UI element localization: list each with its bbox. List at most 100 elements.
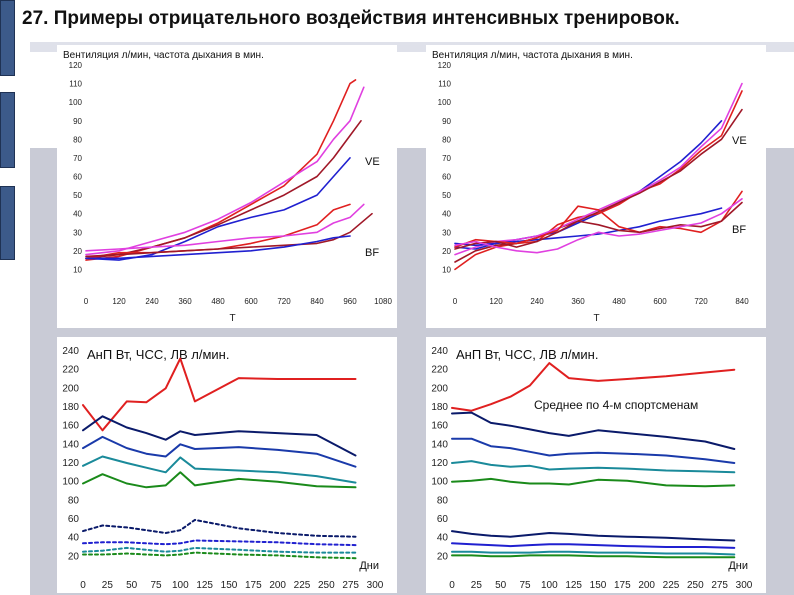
series-line [454, 190, 743, 248]
x-tick-label: 840 [735, 297, 749, 306]
x-tick-label: 125 [565, 580, 582, 591]
series-line [451, 437, 736, 464]
y-tick-label: 70 [442, 154, 451, 163]
x-tick-label: 240 [530, 297, 544, 306]
y-tick-label: 90 [442, 117, 451, 126]
y-tick-label: 60 [73, 173, 82, 182]
x-tick-label: 840 [310, 297, 324, 306]
y-tick-label: 120 [69, 61, 83, 70]
x-tick-label: 300 [367, 580, 384, 591]
series-line [454, 108, 743, 263]
y-tick-label: 220 [62, 365, 79, 376]
y-tick-label: 240 [431, 346, 448, 357]
x-tick-label: 150 [590, 580, 607, 591]
x-tick-label: 480 [612, 297, 626, 306]
y-tick-label: 200 [431, 383, 448, 394]
top-band [30, 42, 794, 52]
x-tick-label: 120 [112, 297, 126, 306]
x-tick-label: 225 [663, 580, 680, 591]
y-tick-label: 40 [442, 210, 451, 219]
series-line [454, 82, 743, 256]
x-tick-label: 75 [150, 580, 162, 591]
x-tick-label: 200 [269, 580, 286, 591]
x-tick-label: 275 [342, 580, 359, 591]
y-tick-label: 70 [73, 154, 82, 163]
chart-annotation: VE [365, 156, 380, 168]
x-tick-label: 240 [145, 297, 159, 306]
y-tick-label: 10 [442, 265, 451, 274]
chart-annotation: Среднее по 4-м спортсменам [534, 398, 698, 412]
series-line [451, 460, 736, 474]
series-line [451, 530, 736, 542]
series-line [85, 157, 351, 261]
y-tick-label: 30 [73, 228, 82, 237]
y-tick-label: 80 [68, 495, 80, 506]
y-tick-label: 120 [438, 61, 452, 70]
chart-ventilation-left-svg: 10 20 30 40 50 60 70 80 90 100 110 120 0 120 240 360 480… [63, 50, 392, 324]
x-tick-label: 600 [653, 297, 667, 306]
x-tick-label: 0 [80, 580, 86, 591]
y-tick-label: 50 [442, 191, 451, 200]
series-line [451, 550, 736, 556]
chart-days-right: 20 40 60 80 100 120 140 160 180 200 220 240 0 25 50 75 1… [426, 337, 766, 593]
x-tick-label: 720 [694, 297, 708, 306]
series-line [451, 542, 736, 549]
series-line [454, 201, 743, 250]
x-tick-label: 0 [453, 297, 458, 306]
x-tick-label: 100 [541, 580, 558, 591]
chart-title: Вентиляция л/мин, частота дыхания в мин. [63, 50, 264, 61]
x-tick-label: 480 [211, 297, 225, 306]
x-tick-label: 960 [343, 297, 357, 306]
y-tick-label: 100 [438, 98, 452, 107]
y-tick-label: 140 [431, 439, 448, 450]
chart-annotation: BF [365, 247, 379, 259]
y-tick-label: 30 [442, 228, 451, 237]
y-tick-label: 20 [437, 551, 449, 562]
y-tick-label: 120 [62, 458, 79, 469]
x-tick-label: 0 [84, 297, 89, 306]
x-tick-label: 150 [221, 580, 238, 591]
y-tick-label: 200 [62, 383, 79, 394]
x-tick-label: 300 [736, 580, 753, 591]
y-tick-label: 80 [73, 135, 82, 144]
x-tick-label: 250 [687, 580, 704, 591]
series-line [82, 455, 357, 484]
series-line [454, 120, 723, 250]
series-line [451, 411, 736, 450]
y-tick-label: 160 [431, 421, 448, 432]
y-tick-label: 110 [438, 80, 451, 89]
y-tick-label: 40 [68, 533, 80, 544]
x-tick-label: 225 [294, 580, 311, 591]
chart-title: АнП Вт, ЧСС, ЛВ л/мин. [456, 347, 598, 362]
series-line [82, 415, 357, 457]
x-axis-label: T [229, 313, 235, 324]
series-line [85, 203, 351, 260]
y-tick-label: 40 [73, 210, 82, 219]
x-tick-label: 0 [449, 580, 455, 591]
series-line [85, 120, 362, 260]
y-tick-label: 240 [62, 346, 79, 357]
x-tick-label: 50 [126, 580, 138, 591]
x-tick-label: 50 [495, 580, 507, 591]
x-tick-label: 175 [614, 580, 631, 591]
series-line [451, 362, 736, 412]
series-line [82, 551, 357, 560]
chart-annotation: BF [732, 224, 746, 236]
series-line [454, 90, 743, 271]
x-tick-label: 25 [471, 580, 483, 591]
series-line [82, 539, 357, 547]
y-tick-label: 180 [431, 402, 448, 413]
y-tick-label: 20 [442, 247, 451, 256]
y-tick-label: 60 [68, 514, 80, 525]
y-tick-label: 20 [73, 247, 82, 256]
chart-title: Вентиляция л/мин, частота дыхания в мин. [432, 50, 633, 61]
chart-days-left-svg: 20 40 60 80 100 120 140 160 180 200 220 240 0 25 50 75 1… [62, 346, 384, 591]
y-tick-label: 80 [437, 495, 449, 506]
x-axis-label: Дни [359, 560, 379, 572]
x-tick-label: 75 [519, 580, 531, 591]
y-tick-label: 110 [69, 80, 82, 89]
x-tick-label: 25 [102, 580, 114, 591]
series-line [85, 235, 351, 260]
x-tick-label: 600 [244, 297, 258, 306]
x-tick-label: 175 [245, 580, 262, 591]
